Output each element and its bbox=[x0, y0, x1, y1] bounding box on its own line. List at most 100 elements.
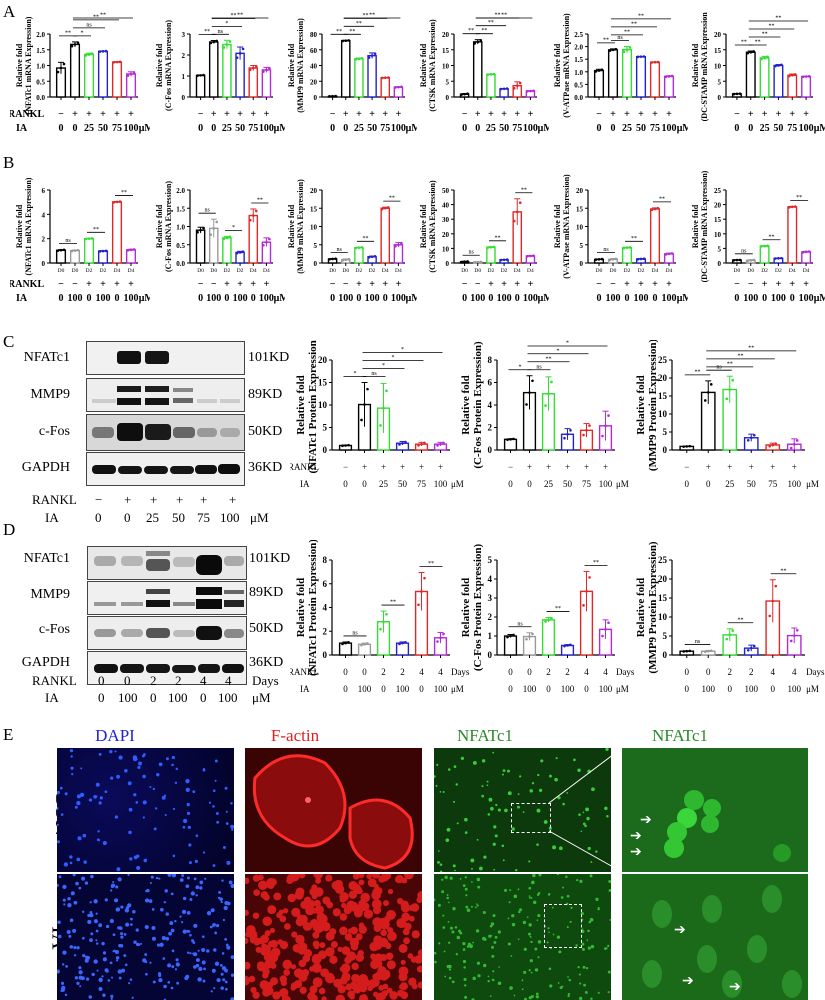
image-factin-ia bbox=[245, 874, 422, 1000]
blot-mmp9 bbox=[86, 378, 245, 412]
svg-text:20: 20 bbox=[310, 78, 318, 86]
svg-text:−: − bbox=[58, 109, 64, 120]
svg-text:μM: μM bbox=[814, 293, 825, 304]
svg-text:+: + bbox=[638, 279, 644, 290]
svg-text:0: 0 bbox=[488, 650, 493, 660]
svg-text:*: * bbox=[392, 355, 395, 361]
svg-text:0: 0 bbox=[488, 445, 493, 455]
svg-text:4: 4 bbox=[438, 667, 443, 677]
ia-label: IA bbox=[45, 510, 59, 525]
svg-text:+: + bbox=[624, 279, 630, 290]
svg-text:0: 0 bbox=[685, 667, 690, 677]
svg-text:+: + bbox=[381, 462, 386, 472]
bar-chart-c1: Relative fold (NFATc1 Protein Expression)… bbox=[290, 340, 464, 489]
svg-text:**: ** bbox=[369, 13, 375, 19]
svg-text:+: + bbox=[501, 279, 507, 290]
svg-text:+: + bbox=[527, 462, 532, 472]
svg-text:*: * bbox=[519, 364, 522, 370]
svg-text:2: 2 bbox=[749, 667, 754, 677]
svg-text:(CTSK mRNA Expression): (CTSK mRNA Expression) bbox=[428, 19, 437, 112]
svg-text:Relative fold: Relative fold bbox=[635, 375, 647, 435]
bar-chart-b4: Relative fold (CTSK mRNA Expression) 0 10 20… bbox=[419, 180, 549, 304]
svg-text:0: 0 bbox=[198, 123, 203, 134]
svg-text:2: 2 bbox=[728, 667, 733, 677]
svg-text:+: + bbox=[584, 462, 589, 472]
svg-text:20: 20 bbox=[318, 355, 328, 365]
svg-text:D4: D4 bbox=[382, 268, 389, 274]
svg-text:**: ** bbox=[762, 32, 768, 38]
svg-text:+: + bbox=[748, 109, 754, 120]
svg-text:+: + bbox=[264, 279, 270, 290]
svg-text:0: 0 bbox=[508, 667, 513, 677]
image-factin-con bbox=[245, 748, 422, 872]
svg-text:2: 2 bbox=[323, 626, 328, 636]
rankl-value: 0 bbox=[98, 673, 105, 688]
svg-text:5: 5 bbox=[488, 555, 493, 565]
svg-text:−: − bbox=[211, 279, 217, 290]
svg-text:+: + bbox=[72, 109, 78, 120]
svg-text:(C-Fos mRNA Expression): (C-Fos mRNA Expression) bbox=[164, 20, 173, 111]
svg-text:−: − bbox=[596, 279, 602, 290]
blot-kd: 89KD bbox=[249, 585, 284, 600]
svg-text:D0: D0 bbox=[342, 268, 349, 274]
svg-text:+: + bbox=[356, 279, 362, 290]
svg-text:1.5: 1.5 bbox=[176, 205, 185, 213]
svg-text:−: − bbox=[734, 109, 740, 120]
svg-text:3: 3 bbox=[182, 31, 186, 39]
svg-text:100: 100 bbox=[259, 293, 274, 304]
svg-text:D0: D0 bbox=[596, 268, 603, 274]
svg-text:+: + bbox=[666, 109, 672, 120]
svg-text:+: + bbox=[803, 109, 809, 120]
svg-text:ns: ns bbox=[536, 364, 542, 370]
svg-text:0: 0 bbox=[59, 123, 64, 134]
svg-text:50: 50 bbox=[636, 123, 646, 134]
svg-text:1.0: 1.0 bbox=[176, 224, 185, 232]
svg-text:**: ** bbox=[257, 197, 263, 203]
rankl-value: + bbox=[150, 492, 158, 507]
svg-text:D2: D2 bbox=[100, 268, 107, 274]
svg-text:μM: μM bbox=[814, 123, 825, 134]
svg-text:D4: D4 bbox=[250, 268, 257, 274]
svg-text:μM: μM bbox=[274, 123, 285, 134]
svg-text:Relative fold: Relative fold bbox=[287, 204, 296, 248]
svg-text:6: 6 bbox=[323, 579, 328, 589]
svg-text:+: + bbox=[100, 279, 106, 290]
svg-text:100: 100 bbox=[233, 293, 248, 304]
blot-gapdh bbox=[87, 651, 247, 685]
svg-text:+: + bbox=[789, 109, 795, 120]
svg-text:0: 0 bbox=[462, 123, 467, 134]
svg-text:+: + bbox=[438, 462, 443, 472]
svg-text:Relative fold: Relative fold bbox=[419, 43, 428, 87]
svg-text:**: ** bbox=[390, 600, 396, 606]
svg-text:0: 0 bbox=[663, 650, 668, 660]
svg-text:100: 100 bbox=[599, 684, 613, 694]
svg-text:(MMP9 Protein Expression): (MMP9 Protein Expression) bbox=[647, 340, 659, 471]
svg-text:0.0: 0.0 bbox=[176, 260, 185, 268]
svg-text:15: 15 bbox=[714, 216, 722, 224]
svg-text:+: + bbox=[86, 279, 92, 290]
svg-text:0: 0 bbox=[73, 123, 78, 134]
svg-text:μM: μM bbox=[677, 123, 688, 134]
svg-text:ns: ns bbox=[695, 639, 701, 645]
svg-text:μM: μM bbox=[406, 123, 417, 134]
svg-text:100: 100 bbox=[470, 293, 485, 304]
svg-text:(C-Fos Protein Expression): (C-Fos Protein Expression) bbox=[472, 544, 484, 672]
svg-text:2.0: 2.0 bbox=[36, 31, 45, 39]
svg-text:+: + bbox=[803, 279, 809, 290]
bar-chart-d3: Relative fold (MMP9 Protein Expression) 0 5… bbox=[635, 541, 825, 694]
svg-text:5: 5 bbox=[663, 631, 668, 641]
svg-text:100: 100 bbox=[561, 684, 575, 694]
blot-kd: 36KD bbox=[249, 655, 284, 670]
svg-text:+: + bbox=[382, 109, 388, 120]
title-nfatc1-zoom: NFATc1 bbox=[651, 726, 709, 745]
svg-text:5: 5 bbox=[718, 245, 722, 253]
svg-text:*: * bbox=[354, 371, 357, 377]
bar-chart-b1: Relative fold (NFATc1 mRNA Expression) 0 2 4… bbox=[10, 177, 150, 304]
svg-text:15: 15 bbox=[576, 205, 584, 213]
svg-text:+: + bbox=[528, 279, 534, 290]
svg-text:60: 60 bbox=[310, 47, 318, 55]
rankl-value: + bbox=[200, 492, 208, 507]
svg-text:8: 8 bbox=[323, 555, 328, 565]
svg-text:Days: Days bbox=[806, 667, 825, 677]
ia-value: 100 bbox=[218, 690, 238, 705]
